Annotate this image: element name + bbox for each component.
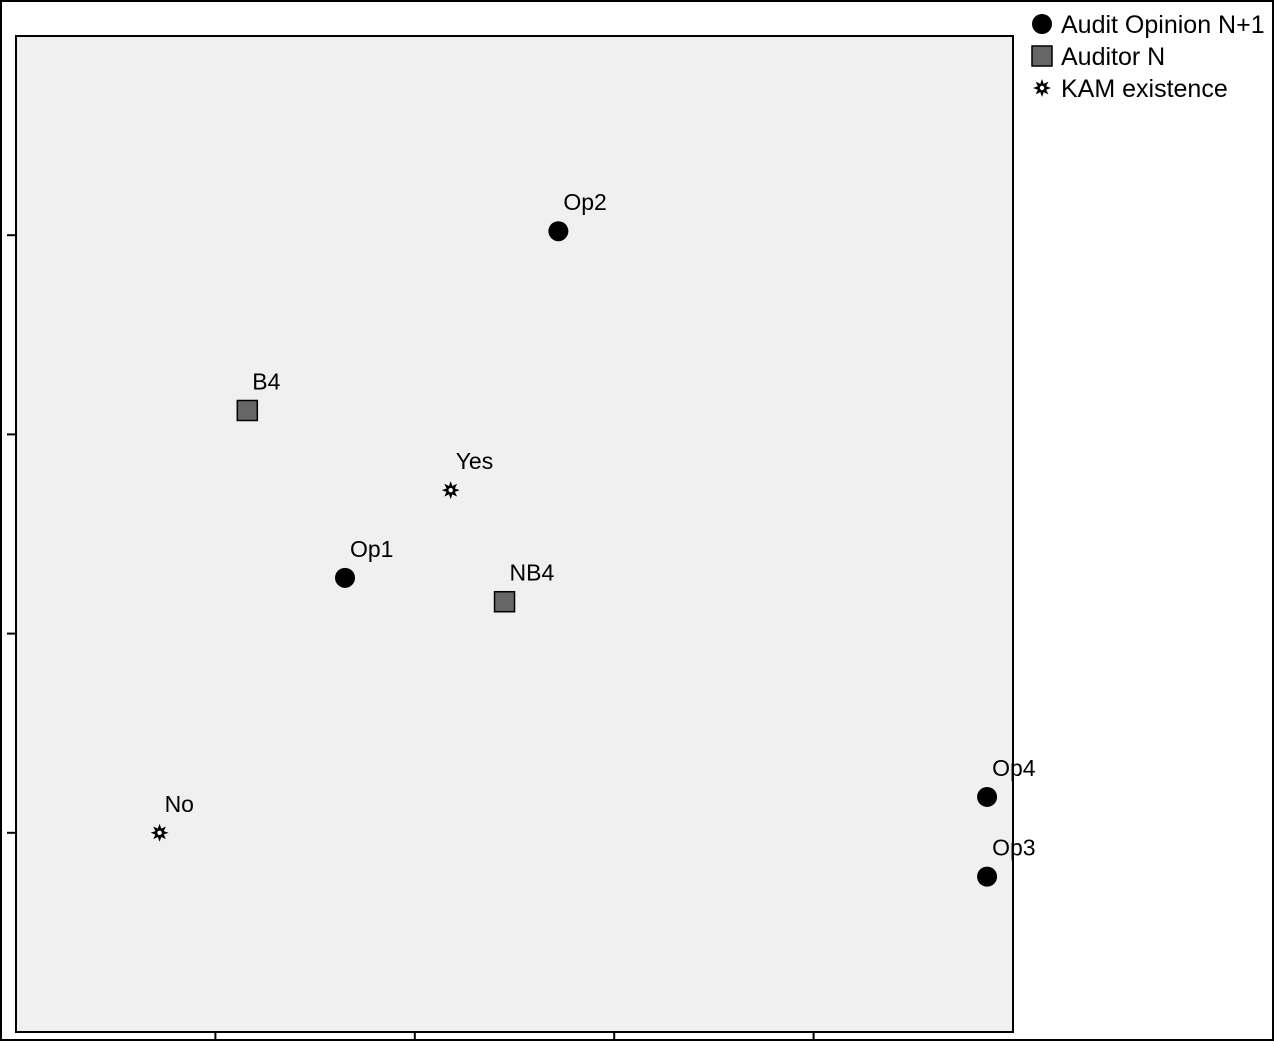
legend-marker-square: [1031, 45, 1053, 67]
legend-marker-circle: [1032, 14, 1052, 34]
legend-label: Audit Opinion N+1: [1061, 11, 1265, 39]
point-label-yes: Yes: [456, 448, 494, 474]
data-point-op3: [977, 866, 998, 887]
data-point-b4: [236, 399, 259, 422]
point-label-b4: B4: [252, 368, 280, 394]
axis-ticks: [7, 234, 815, 1041]
data-point-op1: [335, 567, 356, 588]
legend-label: Auditor N: [1061, 43, 1165, 71]
point-label-no: No: [165, 791, 194, 817]
point-label-op1: Op1: [350, 536, 393, 562]
data-point-op2: [548, 221, 569, 242]
point-label-op3: Op3: [992, 835, 1035, 861]
data-points: Op2 Op1 Op4 Op3 B4 NB4 Yes No: [150, 189, 1036, 887]
point-label-op2: Op2: [563, 189, 606, 215]
legend-label: KAM existence: [1061, 75, 1228, 103]
plot-area: [15, 35, 1014, 1033]
point-label-nb4: NB4: [510, 560, 555, 586]
legend-marker-star: [1033, 79, 1051, 97]
data-point-yes: [441, 481, 460, 500]
data-point-nb4: [493, 590, 516, 613]
point-label-op4: Op4: [992, 755, 1036, 781]
data-point-no: [150, 823, 169, 842]
data-point-op4: [977, 786, 998, 807]
legend: Audit Opinion N+1 Auditor N KAM existence: [1031, 11, 1265, 103]
